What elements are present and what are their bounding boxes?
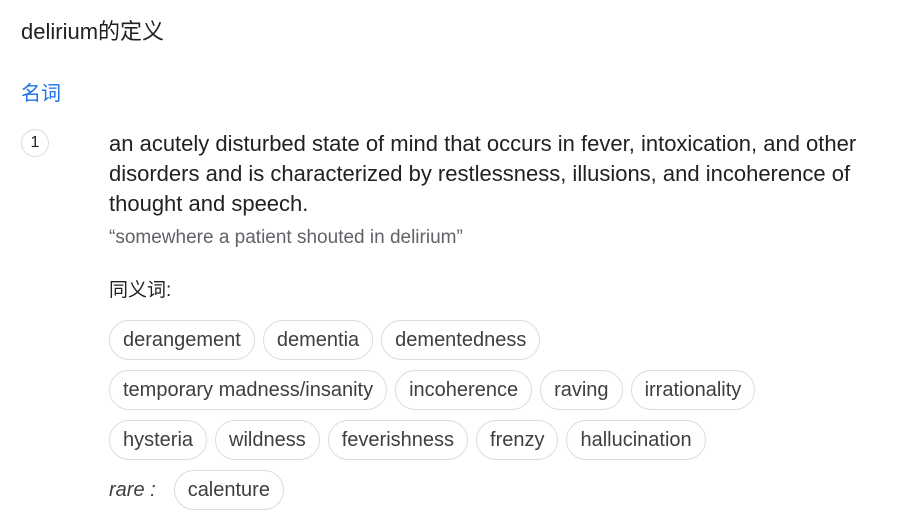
synonym-chip-dementia[interactable]: dementia — [262, 320, 374, 360]
rare-label: rare : — [109, 479, 156, 501]
synonym-chip-raving[interactable]: raving — [540, 370, 623, 410]
synonym-row-2: temporary madness/insanity incoherence r… — [109, 370, 756, 410]
synonym-row-1: derangement dementia dementedness — [109, 320, 541, 360]
synonym-chip-temporary-madness[interactable]: temporary madness/insanity — [109, 370, 388, 410]
definition-text: an acutely disturbed state of mind that … — [109, 131, 857, 216]
part-of-speech-label: 名词 — [21, 83, 61, 105]
synonym-chip-hallucination[interactable]: hallucination — [566, 420, 706, 460]
sense-number-badge: 1 — [21, 129, 49, 157]
page-title: delirium的定义 — [21, 19, 165, 44]
synonym-chip-dementedness[interactable]: dementedness — [381, 320, 541, 360]
synonym-chip-derangement[interactable]: derangement — [109, 320, 255, 360]
synonym-chip-wildness[interactable]: wildness — [215, 420, 320, 460]
rare-synonym-row: rare : calenture — [109, 470, 284, 510]
synonym-chip-irrationality[interactable]: irrationality — [630, 370, 756, 410]
synonyms-label: 同义词: — [109, 280, 172, 301]
synonym-chip-calenture[interactable]: calenture — [173, 470, 284, 510]
synonym-row-3: hysteria wildness feverishness frenzy ha… — [109, 420, 706, 460]
example-sentence: “somewhere a patient shouted in delirium… — [109, 227, 463, 248]
synonym-chip-feverishness[interactable]: feverishness — [327, 420, 469, 460]
synonym-chip-incoherence[interactable]: incoherence — [395, 370, 533, 410]
synonym-chip-frenzy[interactable]: frenzy — [476, 420, 559, 460]
synonym-chip-hysteria[interactable]: hysteria — [109, 420, 208, 460]
